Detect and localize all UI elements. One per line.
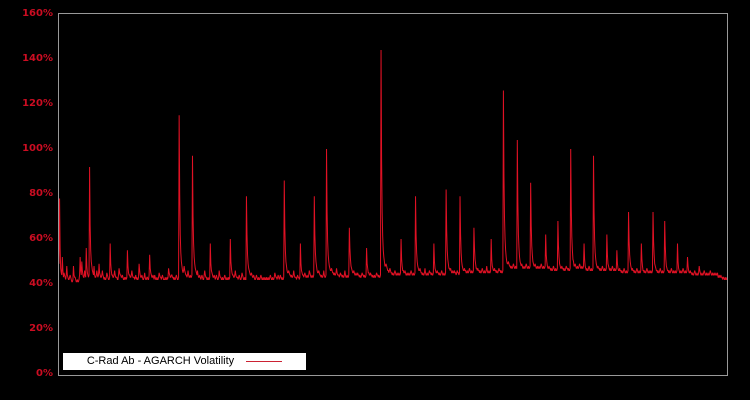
y-tick-label: 100%	[22, 143, 53, 154]
y-tick-label: 120%	[22, 98, 53, 109]
y-tick-label: 0%	[36, 368, 53, 379]
plot-area-border	[58, 13, 728, 376]
y-tick-label: 20%	[29, 323, 53, 334]
chart-legend[interactable]: C-Rad Ab - AGARCH Volatility	[63, 353, 306, 370]
legend-label: C-Rad Ab - AGARCH Volatility	[86, 355, 235, 367]
y-tick-label: 40%	[29, 278, 53, 289]
y-tick-label: 80%	[29, 188, 53, 199]
y-tick-label: 60%	[29, 233, 53, 244]
y-axis-tick-labels: 0% 20% 40% 60% 80% 100% 120% 140% 160%	[0, 0, 53, 400]
legend-line-sample	[246, 361, 283, 362]
plot-area-background	[58, 13, 728, 376]
series-line-agarch-volatility	[58, 49, 728, 283]
y-tick-label: 160%	[22, 8, 53, 19]
y-tick-label: 140%	[22, 53, 53, 64]
